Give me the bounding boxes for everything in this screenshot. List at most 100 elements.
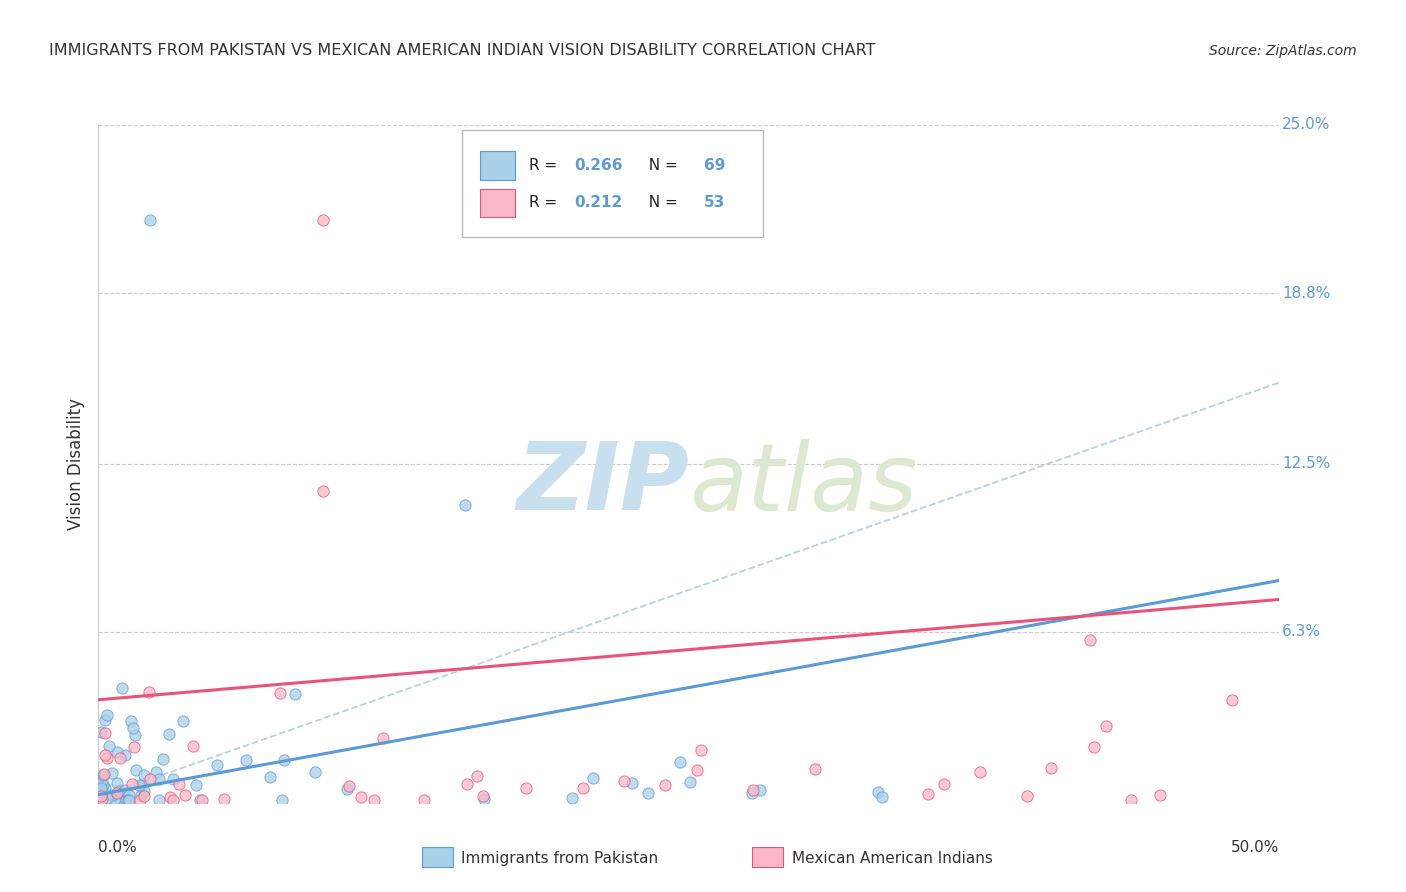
Point xyxy=(689,743,711,757)
Point xyxy=(363,793,385,807)
Text: 6.3%: 6.3% xyxy=(1282,624,1320,640)
Text: 50.0%: 50.0% xyxy=(1232,840,1279,855)
Point xyxy=(90,776,112,790)
FancyBboxPatch shape xyxy=(463,129,763,236)
Point xyxy=(105,776,128,790)
Point xyxy=(139,212,162,227)
Point xyxy=(129,788,152,802)
Text: ZIP: ZIP xyxy=(516,438,689,530)
Point xyxy=(1080,633,1102,648)
Point xyxy=(132,768,155,782)
Point xyxy=(125,763,148,777)
Point xyxy=(1094,719,1116,733)
Point xyxy=(582,771,605,785)
Text: atlas: atlas xyxy=(689,439,917,530)
Point xyxy=(312,483,335,498)
Point xyxy=(152,751,174,765)
Point xyxy=(157,727,180,741)
Point xyxy=(191,793,214,807)
Point xyxy=(90,789,112,803)
Point xyxy=(159,789,181,804)
Point xyxy=(90,781,112,796)
Point xyxy=(304,764,326,779)
Point xyxy=(96,708,118,723)
Point xyxy=(741,786,763,800)
Point xyxy=(1083,739,1105,754)
Point xyxy=(917,788,939,802)
Point xyxy=(145,765,167,780)
Point xyxy=(94,713,117,727)
Point xyxy=(561,790,583,805)
Point xyxy=(162,793,184,807)
Point xyxy=(172,714,194,729)
Point xyxy=(118,793,141,807)
Text: Immigrants from Pakistan: Immigrants from Pakistan xyxy=(461,851,658,865)
Text: 12.5%: 12.5% xyxy=(1282,457,1330,471)
Point xyxy=(174,788,197,802)
Point xyxy=(115,793,138,807)
Point xyxy=(804,762,827,776)
Point xyxy=(162,772,184,786)
Text: Source: ZipAtlas.com: Source: ZipAtlas.com xyxy=(1209,44,1357,58)
Point xyxy=(91,778,114,792)
Point xyxy=(114,782,136,797)
Point xyxy=(572,781,595,796)
Point xyxy=(93,766,115,780)
Point xyxy=(184,778,207,792)
Point xyxy=(273,753,295,767)
Point xyxy=(96,751,118,765)
Point xyxy=(515,780,537,795)
Text: N =: N = xyxy=(640,195,683,211)
Point xyxy=(120,714,142,728)
Point xyxy=(637,786,659,800)
Point xyxy=(107,745,129,759)
Y-axis label: Vision Disability: Vision Disability xyxy=(66,398,84,530)
Point xyxy=(132,777,155,791)
Bar xyxy=(479,152,516,180)
Point xyxy=(132,784,155,798)
Point xyxy=(111,681,134,695)
Point xyxy=(678,775,700,789)
Point xyxy=(1040,760,1063,774)
Point xyxy=(270,793,292,807)
Point xyxy=(235,754,257,768)
Point xyxy=(129,793,152,807)
Point xyxy=(94,726,117,740)
Point xyxy=(453,498,475,512)
Point xyxy=(669,755,692,769)
Point xyxy=(117,793,139,807)
Point xyxy=(284,687,307,701)
Point xyxy=(139,772,162,787)
Point xyxy=(1220,692,1243,706)
Point xyxy=(259,770,281,784)
Point xyxy=(128,778,150,792)
Point xyxy=(90,789,112,803)
Point xyxy=(465,769,488,783)
Text: 53: 53 xyxy=(704,195,725,211)
Point xyxy=(90,773,112,788)
Point xyxy=(108,786,131,800)
Point xyxy=(471,789,494,803)
Text: 0.266: 0.266 xyxy=(575,158,623,173)
Text: 25.0%: 25.0% xyxy=(1282,118,1330,132)
Point xyxy=(969,765,991,780)
Point xyxy=(868,785,890,799)
Point xyxy=(110,751,132,765)
Text: IMMIGRANTS FROM PAKISTAN VS MEXICAN AMERICAN INDIAN VISION DISABILITY CORRELATIO: IMMIGRANTS FROM PAKISTAN VS MEXICAN AMER… xyxy=(49,43,876,58)
Point xyxy=(413,793,436,807)
Point xyxy=(371,731,394,745)
Point xyxy=(104,792,127,806)
Point xyxy=(91,768,114,782)
Point xyxy=(312,212,335,227)
Point xyxy=(169,777,191,791)
Point xyxy=(472,792,495,806)
Point xyxy=(108,793,131,807)
Point xyxy=(205,758,228,772)
Text: 0.0%: 0.0% xyxy=(98,840,138,855)
Point xyxy=(148,772,170,787)
Point xyxy=(122,739,145,754)
Point xyxy=(212,791,235,805)
Point xyxy=(121,777,143,791)
Point xyxy=(122,721,145,735)
Point xyxy=(932,776,955,790)
